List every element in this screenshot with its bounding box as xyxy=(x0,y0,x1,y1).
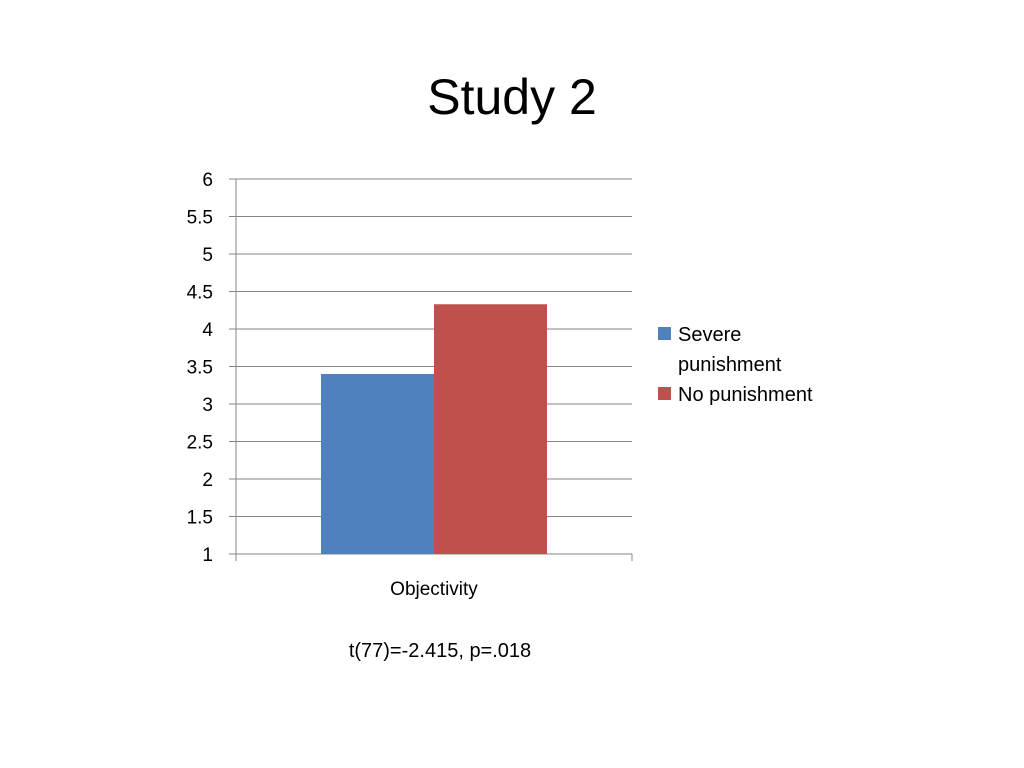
legend-label-severe-punishment: Severe punishment xyxy=(678,324,782,376)
bars xyxy=(321,304,547,554)
y-tick-label: 5 xyxy=(202,245,213,266)
legend-swatch-severe-punishment xyxy=(658,327,671,340)
y-tick-label: 2 xyxy=(202,470,213,491)
y-tick-label: 3 xyxy=(202,395,213,416)
y-tick-label: 2.5 xyxy=(187,433,213,454)
y-tick-label: 4.5 xyxy=(187,283,213,304)
legend-item-severe-punishment: Severe punishment xyxy=(658,320,848,380)
bar-severe-punishment xyxy=(321,374,434,554)
y-tick-label: 3.5 xyxy=(187,358,213,379)
legend-swatch-no-punishment xyxy=(658,387,671,400)
legend-label-no-punishment: No punishment xyxy=(678,384,813,406)
x-category-label: Objectivity xyxy=(390,579,478,600)
slide-title: Study 2 xyxy=(427,69,597,125)
chart-legend: Severe punishment No punishment xyxy=(658,320,848,410)
y-tick-label: 5.5 xyxy=(187,208,213,229)
y-tick-label: 1.5 xyxy=(187,508,213,529)
y-tick-label: 4 xyxy=(202,320,213,341)
bar-no-punishment xyxy=(434,304,547,554)
y-tick-label: 1 xyxy=(202,545,213,566)
axis-labels: 1 1.5 2 2.5 3 3.5 4 4.5 5 5.5 6 Objectivity xyxy=(187,170,479,600)
legend-item-no-punishment: No punishment xyxy=(658,380,848,410)
y-tick-label: 6 xyxy=(202,170,213,191)
statistics-annotation: t(77)=-2.415, p=.018 xyxy=(348,640,532,662)
